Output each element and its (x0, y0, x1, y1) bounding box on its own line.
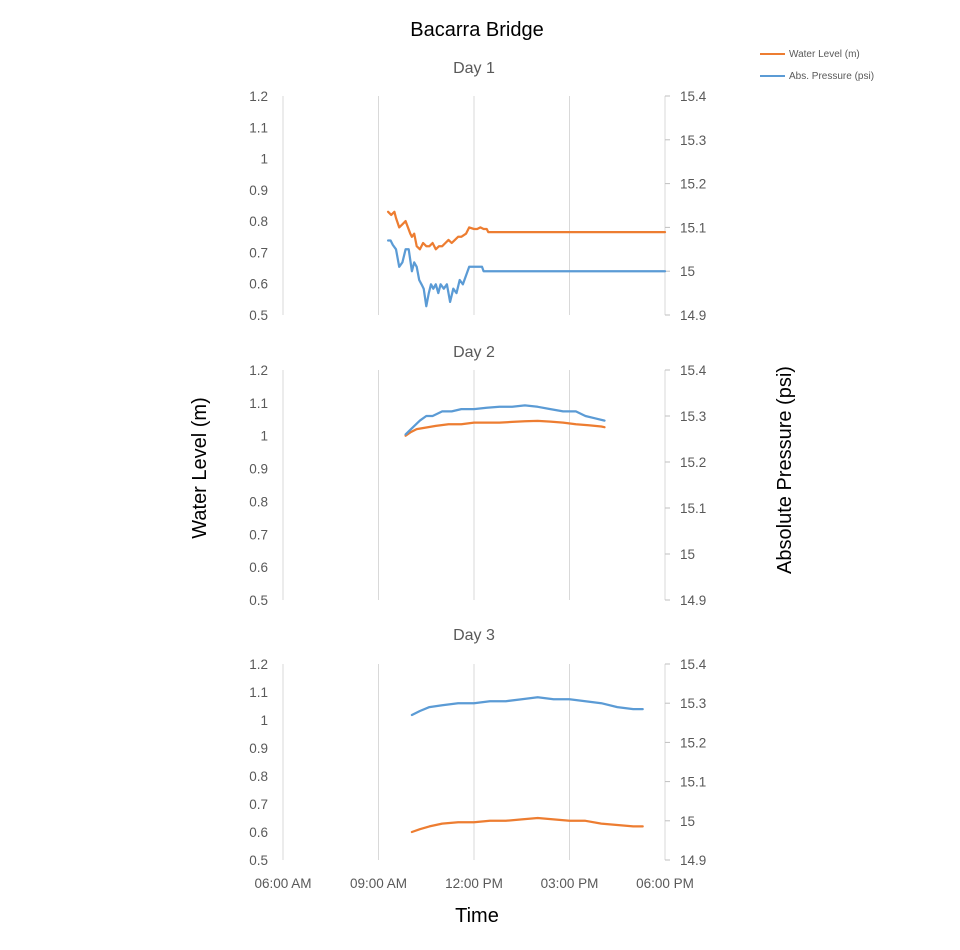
legend-abs-pressure-label: Abs. Pressure (psi) (789, 71, 874, 82)
y-left-tick-label: 1 (260, 713, 268, 728)
y-right-tick-label: 14.9 (680, 308, 706, 323)
chart-panels: Day 1 1.2 1.1 1 0.9 0.8 0.7 0.6 0.5 15.4 15.3 15.2 1… (249, 60, 707, 891)
y-right-tick-label: 15 (680, 814, 695, 829)
y-left-tick-label: 0.9 (249, 183, 268, 198)
series-line-water-level-m (410, 816, 644, 834)
x-tick-label: 12:00 PM (445, 876, 503, 891)
series-line-abs-pressure-psi (386, 239, 667, 308)
y-right-tick-label: 14.9 (680, 593, 706, 608)
y-left-tick-label: 0.7 (249, 797, 268, 812)
panel-title: Day 2 (453, 344, 495, 361)
y-right-tick-label: 15.1 (680, 775, 706, 790)
y-left-tick-label: 0.6 (249, 825, 268, 840)
series-line-abs-pressure-psi (410, 696, 644, 717)
y-left-tick-label: 0.8 (249, 494, 268, 509)
y-left-tick-label: 0.9 (249, 462, 268, 477)
y-left-tick-label: 0.5 (249, 853, 268, 868)
panel-title: Day 1 (453, 60, 495, 77)
y-right-tick-label: 15.3 (680, 133, 706, 148)
y-right-tick-label: 15 (680, 547, 695, 562)
y-left-tick-label: 1.2 (249, 363, 268, 378)
x-axis-title: Time (455, 905, 499, 927)
x-tick-label: 06:00 PM (636, 876, 694, 891)
y-left-tick-label: 1.2 (249, 89, 268, 104)
y-right-tick-label: 15.2 (680, 735, 706, 750)
panel-title: Day 3 (453, 627, 495, 644)
y-right-tick-label: 14.9 (680, 853, 706, 868)
y-left-tick-label: 0.5 (249, 308, 268, 323)
y-right-axis-title: Absolute Pressure (psi) (774, 366, 796, 574)
figure-title: Bacarra Bridge (410, 19, 543, 41)
series-line-abs-pressure-psi (404, 404, 606, 436)
y-right-tick-label: 15.2 (680, 177, 706, 192)
y-right-tick-label: 15.2 (680, 455, 706, 470)
y-right-tick-label: 15.1 (680, 501, 706, 516)
y-right-tick-label: 15.3 (680, 409, 706, 424)
y-left-tick-label: 1.1 (249, 120, 268, 135)
legend: Water Level (m) Abs. Pressure (psi) (760, 49, 874, 82)
y-left-tick-label: 0.6 (249, 277, 268, 292)
x-tick-label: 09:00 AM (350, 876, 407, 891)
x-tick-label: 06:00 AM (254, 876, 311, 891)
panel-day-2: Day 2 1.2 1.1 1 0.9 0.8 0.7 0.6 0.5 15.4 15.3 15.2 1… (249, 344, 707, 608)
y-left-tick-label: 0.5 (249, 593, 268, 608)
series-line-water-level-m (404, 419, 606, 437)
y-left-tick-label: 1.1 (249, 396, 268, 411)
y-right-tick-label: 15.3 (680, 696, 706, 711)
y-left-tick-label: 1.2 (249, 657, 268, 672)
y-left-tick-label: 0.8 (249, 214, 268, 229)
x-tick-label: 03:00 PM (541, 876, 599, 891)
y-right-tick-label: 15.4 (680, 363, 707, 378)
y-right-tick-label: 15.4 (680, 657, 707, 672)
y-left-tick-label: 0.7 (249, 527, 268, 542)
y-right-tick-label: 15 (680, 264, 695, 279)
series-line-water-level-m (386, 210, 667, 251)
y-left-tick-label: 1 (260, 152, 268, 167)
panel-day-1: Day 1 1.2 1.1 1 0.9 0.8 0.7 0.6 0.5 15.4 15.3 15.2 1… (249, 60, 707, 323)
y-right-tick-label: 15.1 (680, 220, 706, 235)
legend-water-level-label: Water Level (m) (789, 49, 860, 60)
panel-day-3: Day 3 1.2 1.1 1 0.9 0.8 0.7 0.6 0.5 15.4 15.3 15.2 1… (249, 627, 707, 891)
y-left-tick-label: 0.6 (249, 560, 268, 575)
y-left-tick-label: 0.8 (249, 769, 268, 784)
y-left-tick-label: 0.7 (249, 245, 268, 260)
y-left-tick-label: 1.1 (249, 685, 268, 700)
y-left-tick-label: 1 (260, 429, 268, 444)
y-left-axis-title: Water Level (m) (189, 397, 211, 539)
y-left-tick-label: 0.9 (249, 741, 268, 756)
y-right-tick-label: 15.4 (680, 89, 707, 104)
